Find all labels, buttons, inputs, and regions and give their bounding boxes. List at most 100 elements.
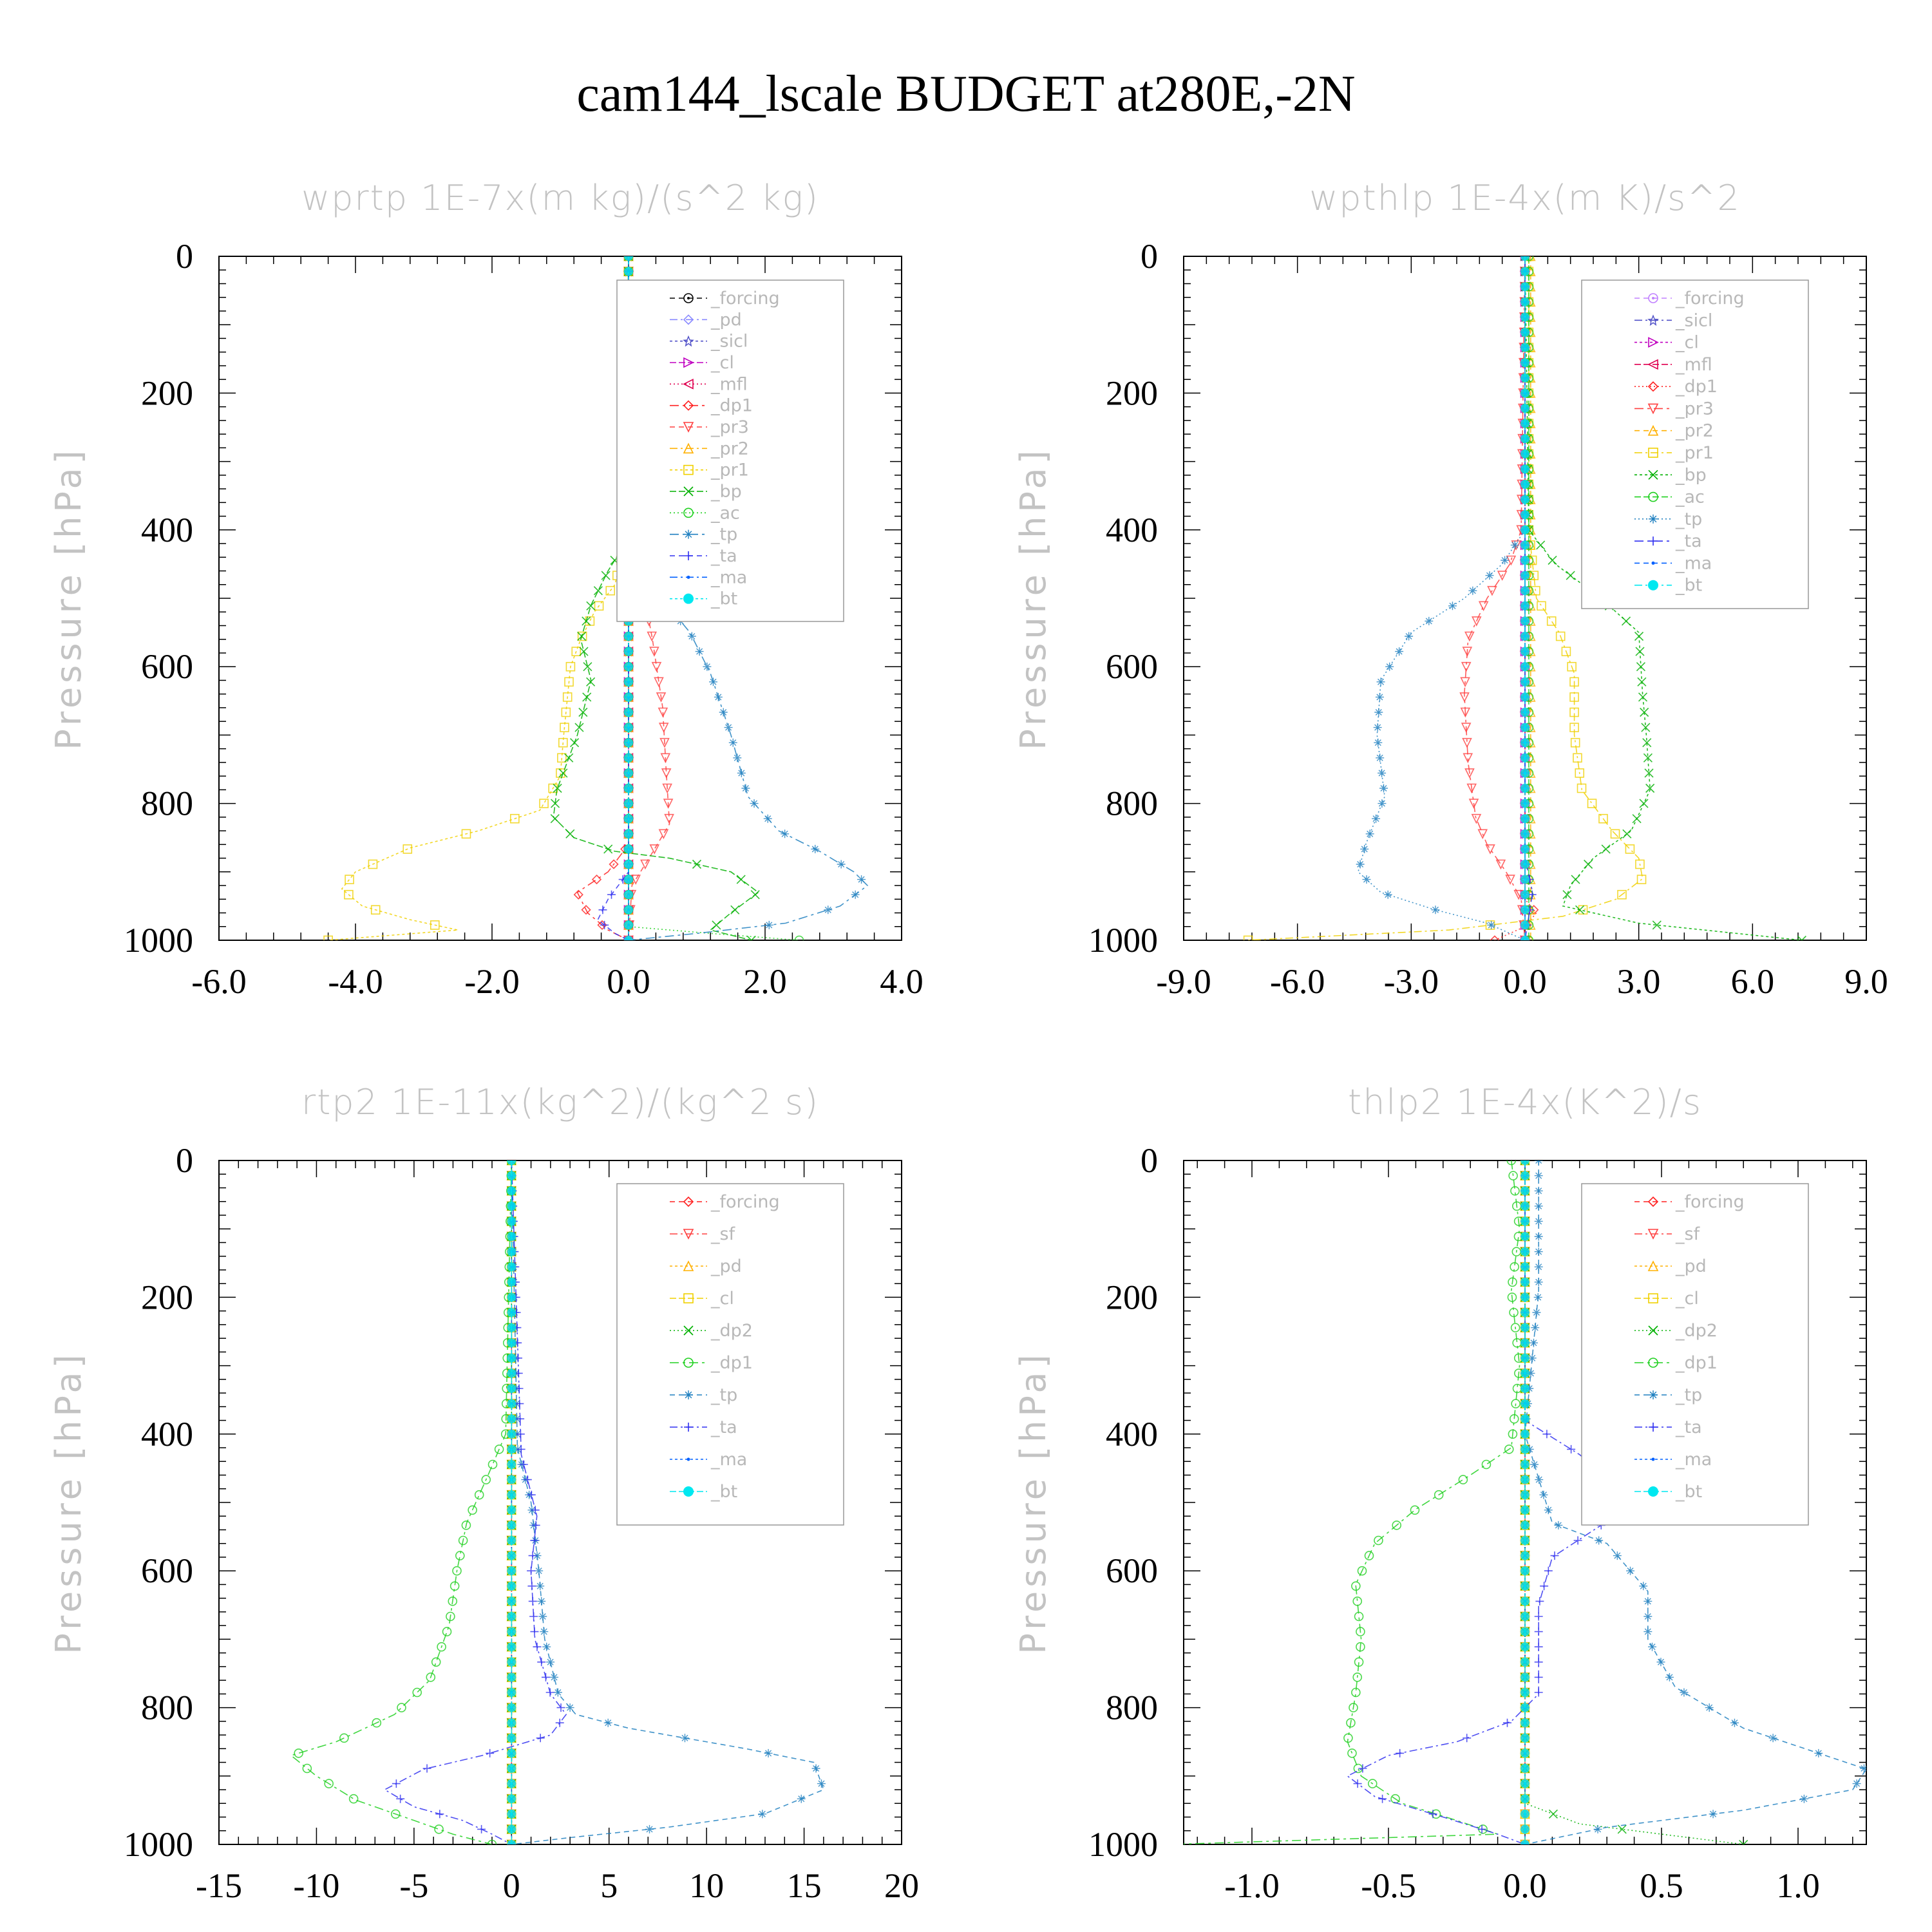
data-point (1852, 1779, 1861, 1788)
data-point (1376, 677, 1385, 687)
data-point (1405, 632, 1414, 641)
legend-label: _forcing (710, 289, 780, 308)
data-point (1534, 1202, 1543, 1211)
series-group (1184, 1160, 1866, 1844)
data-point (507, 1308, 516, 1317)
data-point (1353, 1779, 1362, 1788)
data-point (507, 1232, 516, 1241)
series-dp1 (1184, 1160, 1524, 1844)
data-point (1520, 1247, 1530, 1256)
data-point (1520, 1581, 1530, 1591)
data-point (1554, 1520, 1563, 1530)
data-point (477, 1824, 486, 1833)
y-tick-label: 400 (1106, 511, 1158, 549)
data-point (556, 768, 565, 778)
data-point (605, 585, 616, 596)
chart-panel: rtp2 1E-11x(kg^2)/(kg^2 s) Pressure [hPa]… (48, 1082, 919, 1905)
legend-marker (1649, 514, 1658, 524)
legend-marker (1647, 1229, 1659, 1240)
legend-marker (1648, 580, 1658, 591)
data-point (507, 1293, 516, 1302)
data-point (507, 1824, 516, 1834)
data-point (1520, 1551, 1530, 1560)
data-point (661, 768, 672, 779)
data-point (598, 905, 607, 914)
data-point (1464, 768, 1475, 779)
data-point (507, 1171, 516, 1180)
data-point (1471, 616, 1482, 627)
panel-title: rtp2 1E-11x(kg^2)/(kg^2 s) (301, 1082, 819, 1122)
data-point (507, 1384, 516, 1393)
data-point (1520, 464, 1530, 474)
data-point (1510, 540, 1519, 549)
x-tick-label: 3.0 (1617, 962, 1661, 1001)
data-point (549, 1672, 558, 1681)
data-point (1534, 1217, 1543, 1226)
data-point (600, 920, 609, 929)
data-point (837, 860, 846, 869)
data-point (1520, 1338, 1530, 1348)
data-point (1520, 404, 1530, 413)
data-point (1374, 738, 1383, 747)
data-point (507, 1338, 516, 1348)
data-point (624, 860, 633, 869)
data-point (507, 1566, 516, 1576)
data-point (1645, 783, 1655, 793)
data-point (1428, 1810, 1437, 1819)
data-point (764, 1748, 773, 1757)
data-point (659, 737, 670, 748)
data-point (1510, 1323, 1520, 1332)
data-point (1709, 1810, 1718, 1819)
legend-label: _bt (1675, 1482, 1702, 1502)
data-point (1530, 1460, 1539, 1469)
data-point (1507, 1293, 1517, 1302)
data-point (507, 1475, 516, 1484)
data-point (1520, 936, 1530, 940)
data-point (1520, 1794, 1530, 1804)
data-point (529, 1612, 538, 1621)
data-point (1595, 1536, 1604, 1545)
legend-label: _pd (710, 1256, 742, 1276)
data-point (1520, 647, 1530, 656)
data-point (558, 768, 568, 778)
data-point (594, 601, 604, 611)
legend-marker (1649, 1423, 1658, 1432)
y-tick-label: 200 (1106, 1278, 1158, 1316)
data-point (1593, 1824, 1602, 1833)
data-point (1642, 738, 1652, 748)
data-point (1524, 256, 1534, 261)
data-point (450, 1581, 460, 1591)
legend-marker (1647, 403, 1659, 415)
data-point (539, 799, 549, 808)
data-point (535, 1566, 544, 1575)
data-point (1520, 1308, 1530, 1317)
data-point (601, 571, 611, 580)
legend-marker (1648, 491, 1658, 502)
series-group (290, 1160, 826, 1844)
legend-label: _forcing (1675, 289, 1745, 308)
data-point (758, 1810, 767, 1819)
data-point (507, 1277, 516, 1287)
x-tick-label: -3.0 (1384, 962, 1439, 1001)
legend-label: _ta (710, 1417, 737, 1437)
data-point (1356, 1642, 1365, 1652)
data-point (583, 662, 592, 672)
data-point (1520, 875, 1530, 884)
chart-panel: wprtp 1E-7x(m kg)/(s^2 kg) Pressure [hPa]… (48, 178, 923, 1001)
data-point (1508, 1429, 1518, 1439)
legend-label: _pr1 (710, 460, 749, 480)
legend-label: _mfl (710, 374, 748, 394)
data-point (1343, 1733, 1353, 1743)
x-tick-label: -4.0 (328, 962, 383, 1001)
data-point (1481, 1459, 1492, 1470)
legend-label: _pd (710, 310, 742, 330)
data-point (1466, 783, 1477, 794)
data-point (1520, 1384, 1530, 1393)
data-point (507, 1688, 516, 1697)
legend-marker (683, 335, 694, 347)
x-tick-label: 0 (503, 1866, 520, 1905)
data-point (712, 920, 721, 930)
data-point (1520, 1596, 1530, 1606)
data-point (1520, 692, 1530, 702)
data-point (1520, 1566, 1530, 1576)
